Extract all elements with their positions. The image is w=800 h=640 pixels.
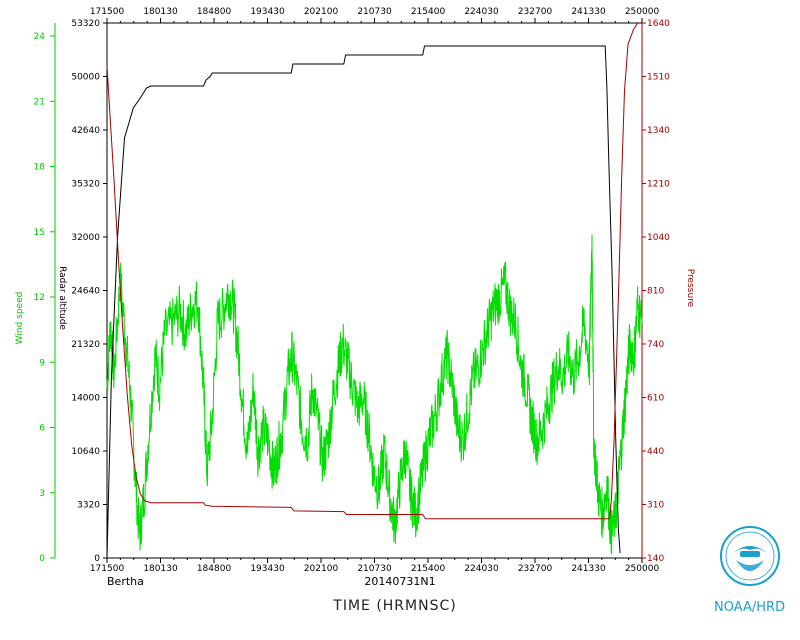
pressure-tick-label: 1640 xyxy=(647,19,670,29)
pressure-tick-label: 1040 xyxy=(647,233,670,243)
x-tick-label-bottom: 210730 xyxy=(357,564,392,574)
wind-tick-label: 0 xyxy=(39,554,45,564)
x-tick-label-bottom: 250000 xyxy=(625,564,660,574)
pressure-tick-label: 740 xyxy=(647,340,664,350)
wind-speed-line xyxy=(106,234,643,555)
wind-tick-label: 15 xyxy=(34,228,45,238)
wind-tick-label: 12 xyxy=(34,293,45,303)
wind-tick-label: 3 xyxy=(39,489,45,499)
x-tick-label-top: 241330 xyxy=(571,7,606,17)
altitude-tick-label: 21320 xyxy=(71,340,100,350)
x-tick-label-top: 171500 xyxy=(90,7,125,17)
wind-tick-label: 6 xyxy=(39,424,45,434)
x-tick-label-bottom: 202100 xyxy=(304,564,339,574)
x-tick-label-top: 210730 xyxy=(357,7,392,17)
pressure-tick-label: 810 xyxy=(647,287,664,297)
x-tick-label-bottom: 232700 xyxy=(518,564,553,574)
x-tick-label-top: 180130 xyxy=(143,7,178,17)
x-tick-label-top: 202100 xyxy=(304,7,339,17)
x-axis-title: TIME (HRMNSC) xyxy=(333,598,457,614)
wind-tick-label: 24 xyxy=(34,32,46,42)
wind-tick-label: 21 xyxy=(34,97,45,107)
altitude-tick-label: 53320 xyxy=(71,19,100,29)
altitude-tick-label: 24640 xyxy=(71,287,100,297)
storm-name: Bertha xyxy=(107,575,144,588)
altitude-tick-label: 0 xyxy=(94,554,100,564)
x-tick-label-bottom: 171500 xyxy=(90,564,125,574)
pressure-axis: 140 310 440 610 740 810 1040 1210 1340 1510 1640 xyxy=(641,19,670,564)
altitude-tick-label: 50000 xyxy=(71,73,100,83)
noaa-hrd-label: NOAA/HRD xyxy=(714,600,786,615)
pressure-tick-label: 1510 xyxy=(647,73,670,83)
x-tick-label-bottom: 224030 xyxy=(464,564,499,574)
x-tick-label-top: 232700 xyxy=(518,7,553,17)
x-tick-label-top: 224030 xyxy=(464,7,499,17)
x-ticks-bottom: 171500 180130 184800 193430 202100 210730 2154… xyxy=(90,558,660,574)
x-tick-label-bottom: 215400 xyxy=(411,564,446,574)
x-tick-label-bottom: 184800 xyxy=(197,564,232,574)
x-ticks-top: 171500 180130 184800 193430 202100 210730 2154… xyxy=(90,7,660,23)
pressure-tick-label: 610 xyxy=(647,394,664,404)
wind-tick-label: 18 xyxy=(34,163,46,173)
altitude-tick-label: 32000 xyxy=(71,233,100,243)
wind-tick-label: 9 xyxy=(39,358,45,368)
x-tick-label-top: 250000 xyxy=(625,7,660,17)
wind-axis-label: Wind speed xyxy=(15,292,25,345)
pressure-tick-label: 1210 xyxy=(647,180,670,190)
pressure-tick-label: 440 xyxy=(647,447,664,457)
pressure-tick-label: 310 xyxy=(647,501,664,511)
pressure-axis-label: Pressure xyxy=(685,269,695,308)
x-tick-label-bottom: 241330 xyxy=(571,564,606,574)
x-tick-label-top: 184800 xyxy=(197,7,232,17)
x-tick-label-bottom: 180130 xyxy=(143,564,178,574)
pressure-tick-label: 1340 xyxy=(647,126,670,136)
altitude-tick-label: 35320 xyxy=(71,180,100,190)
pressure-line xyxy=(106,22,639,520)
altitude-tick-label: 10640 xyxy=(71,447,100,457)
altitude-tick-label: 42640 xyxy=(71,126,100,136)
radar-altitude-line xyxy=(106,45,621,559)
altitude-tick-label: 3320 xyxy=(77,501,100,511)
wind-axis: 0 3 6 9 12 15 18 21 24 xyxy=(34,23,56,564)
noaa-logo xyxy=(720,526,780,586)
altitude-tick-label: 14000 xyxy=(71,394,100,404)
series-layer xyxy=(106,22,643,559)
altitude-axis-label: Radar altitude xyxy=(57,266,67,330)
x-tick-label-top: 215400 xyxy=(411,7,446,17)
pressure-tick-label: 140 xyxy=(647,554,664,564)
altitude-axis: 0 3320 10640 14000 21320 24640 32000 35320 42640… xyxy=(71,19,108,564)
x-tick-label-top: 193430 xyxy=(250,7,285,17)
x-tick-label-bottom: 193430 xyxy=(250,564,285,574)
flight-id: 20140731N1 xyxy=(364,575,436,588)
